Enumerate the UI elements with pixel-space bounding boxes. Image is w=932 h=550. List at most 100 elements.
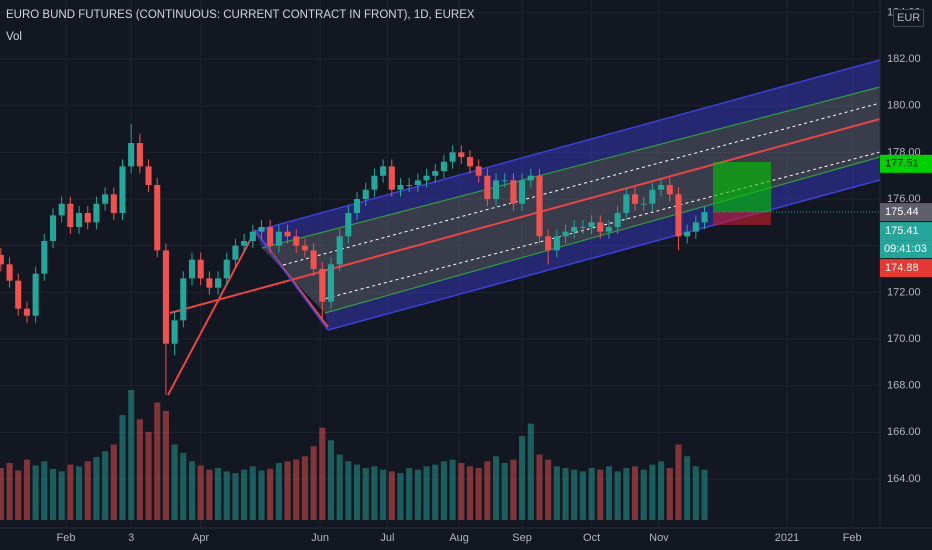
volume-bar [692,466,699,520]
volume-bar [666,468,673,520]
volume-bar [362,468,369,520]
price-label-box [880,203,932,222]
candle-body [23,308,30,316]
candle-body [6,264,13,281]
candle-body [684,231,691,237]
volume-bar [206,469,213,520]
price-label: 175.41 [885,225,919,237]
volume-bar [631,466,639,520]
x-tick-label: Sep [512,532,532,544]
candle-body [128,143,135,167]
y-tick-label: 166.00 [887,426,921,438]
candle-body [666,185,673,195]
price-label: 177.51 [885,158,919,170]
volume-bar [406,468,413,520]
candle-body [84,213,91,223]
volume-bar [41,461,48,520]
candle-body [501,180,508,182]
candle-body [362,189,369,200]
indicator-label: Vol [6,31,22,43]
candle-body [536,175,543,237]
volume-bar [223,471,230,520]
volume-bar [579,471,586,520]
candle-body [119,166,126,214]
volume-bar [701,469,708,520]
candle-body [345,213,352,237]
volume-bar [119,415,126,520]
volume-bar [519,436,526,520]
volume-bar [249,466,256,520]
median-line [169,118,881,314]
y-tick-label: 172.00 [887,286,921,298]
candle-body [675,194,682,237]
price-label-box [880,154,932,173]
candle-body [458,152,465,158]
volume-bar [675,444,682,520]
volume-bar [336,454,343,520]
x-tick-label: Oct [583,532,600,544]
volume-bar [397,473,404,520]
y-tick-label: 170.00 [887,333,921,345]
volume-bar [49,468,57,520]
volume-bar [562,468,569,520]
volume-bar [76,466,83,520]
volume-bar [102,451,109,520]
candle-body [241,241,248,246]
volume-bar [658,461,665,520]
candle-body [58,203,65,216]
y-tick-label: 164.00 [887,473,921,485]
volume-bar [458,462,465,520]
candle-body [93,203,100,223]
volume-bar [284,461,291,520]
candle-body [267,227,274,246]
candle-body [579,227,586,229]
candle-body [432,171,439,176]
volume-bar [353,464,361,520]
candles [0,124,708,396]
volume-bar [67,464,74,520]
volume-bar [423,466,430,520]
channel-line [282,102,881,266]
volume-bar [640,469,647,520]
candle-body [145,166,152,186]
price-label-box [880,222,932,241]
candle-body [406,185,413,187]
candle-body [423,175,430,181]
candle-body [571,227,578,232]
currency-button[interactable]: EUR [893,9,925,27]
candle-body [353,199,361,214]
candle-body [197,259,204,279]
candle-body [110,194,117,214]
volume-bar [136,419,143,520]
volume-bar [128,390,135,520]
channel-line [261,86,881,249]
candle-body [206,278,213,288]
x-tick-label: Nov [649,532,669,544]
volume-bar [241,469,248,520]
volume-bar [232,473,239,520]
volume-bar [310,446,317,520]
candle-body [614,213,621,228]
volume-bar [15,470,22,520]
candle-body [76,213,83,228]
candle-body [519,180,526,204]
candle-body [249,231,256,242]
candle-body [319,269,326,302]
channel-line [327,179,881,331]
volume-bar [293,459,300,520]
x-tick-label: Jul [380,532,394,544]
price-label: 174.88 [885,262,919,274]
long-position-profit [713,162,771,212]
candle-body [623,194,630,214]
candle-body [466,157,474,167]
candle-body [223,259,230,279]
y-tick-label: 180.00 [887,100,921,112]
candle-body [49,215,57,242]
volume-bar [84,461,91,520]
volume-bar [449,459,456,520]
candle-body [484,175,491,200]
candle-body [597,222,604,232]
candle-body [284,231,291,237]
volume-bar [501,462,508,520]
volume-bar [275,462,282,520]
